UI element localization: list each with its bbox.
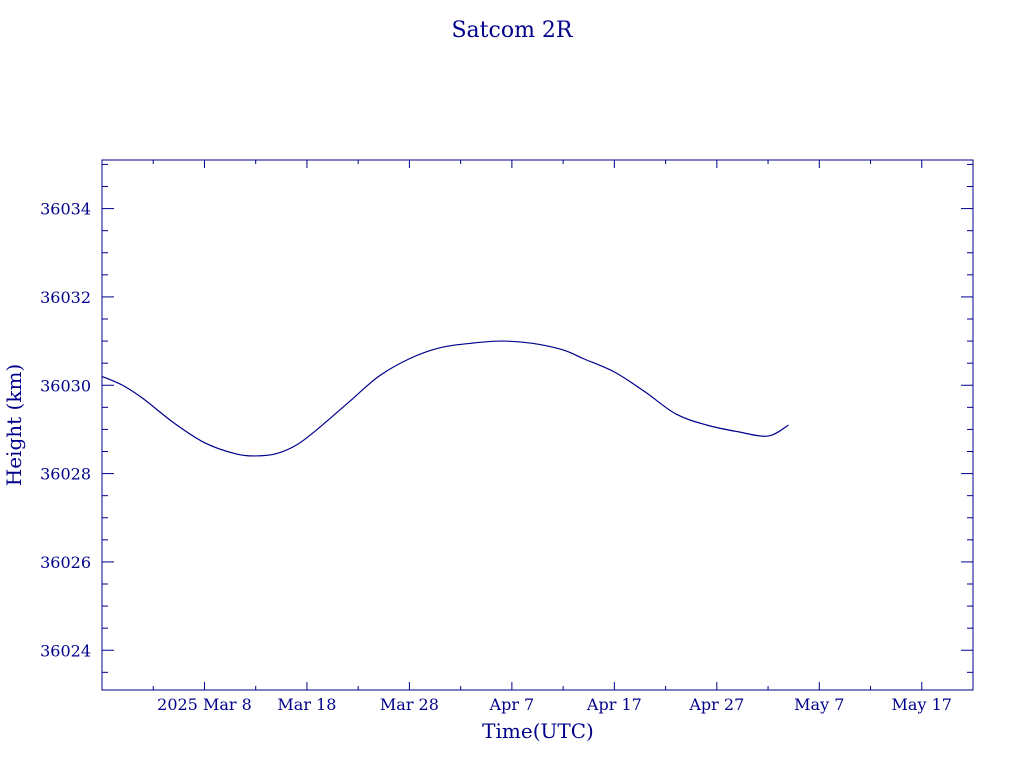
- plot-frame: [101, 159, 974, 691]
- y-tick-label: 36028: [40, 465, 91, 484]
- y-tick-label: 36030: [40, 376, 91, 395]
- x-tick-label: Apr 27: [688, 695, 744, 714]
- chart-title: Satcom 2R: [451, 18, 573, 43]
- y-tick-label: 36032: [40, 288, 91, 307]
- x-tick-label: 2025 Mar 8: [157, 695, 252, 714]
- x-tick-label: Apr 17: [586, 695, 642, 714]
- x-axis-label: Time(UTC): [482, 719, 594, 743]
- x-tick-label: May 7: [794, 695, 844, 714]
- y-tick-label: 36026: [40, 553, 91, 572]
- x-tick-label: Mar 18: [277, 695, 336, 714]
- x-tick-label: Mar 28: [380, 695, 439, 714]
- y-tick-label: 36024: [40, 641, 91, 660]
- series-line: [101, 340, 789, 457]
- x-tick-label: Apr 7: [489, 695, 535, 714]
- y-tick-label: 36034: [40, 200, 91, 219]
- y-axis-ticks: 36024 36026 36028 36030 36032 36034: [40, 163, 973, 673]
- series-group: [101, 340, 789, 457]
- x-tick-label: May 17: [892, 695, 952, 714]
- x-axis-ticks: 2025 Mar 8 Mar 18 Mar 28 Apr 7 Apr 17 Apr 27 M…: [101, 160, 974, 714]
- y-axis-label: Height (km): [2, 364, 26, 486]
- plot-area: 2025 Mar 8 Mar 18 Mar 28 Apr 7 Apr 17 Apr 27 M…: [40, 159, 974, 714]
